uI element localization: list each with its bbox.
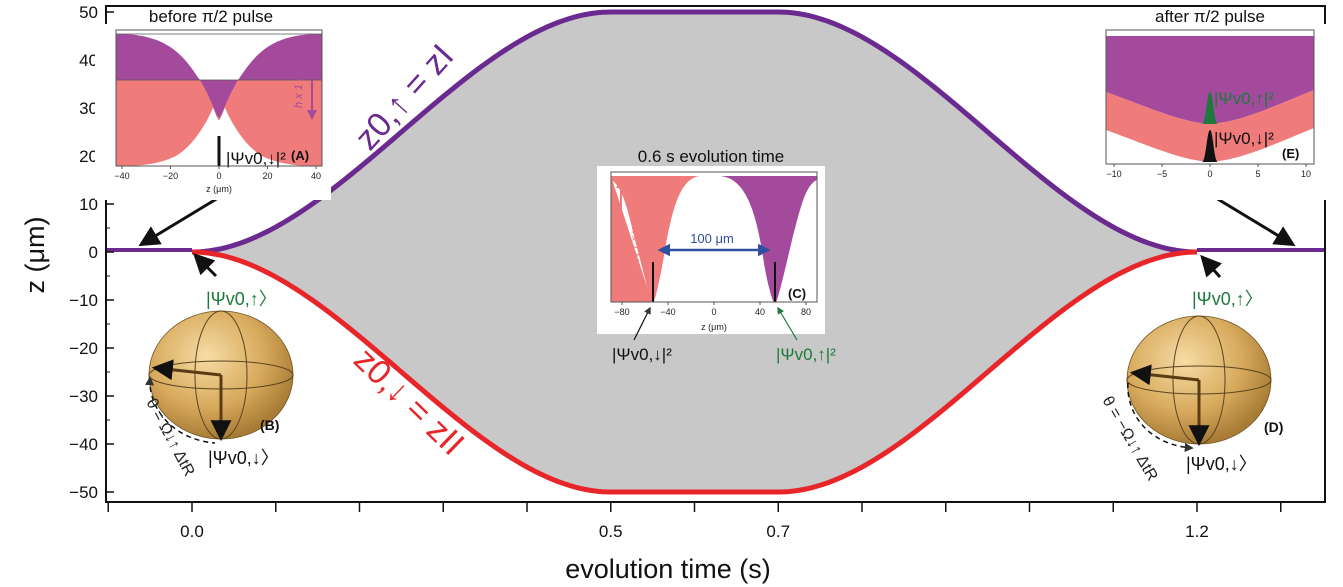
x-axis-ticks: 0.0 0.5 0.7 1.2: [107, 502, 1282, 541]
y-tick-label: −40: [69, 435, 98, 454]
inset-tick-label: −80: [614, 307, 629, 317]
arrow-to-end: [1215, 196, 1296, 247]
inset-a-arrow-label-down: h x 1 MHz: [137, 92, 149, 142]
sphere-d-rotation-arc: [1127, 382, 1194, 452]
inset-c-arrow-label: h x 1 MHz: [629, 228, 640, 273]
sphere-b-tag: (B): [260, 417, 279, 433]
inset-a-state-label: |Ψv0,↓|²: [226, 149, 286, 168]
x-tick-label: 1.2: [1185, 522, 1209, 541]
inset-e-upper-band: [1106, 36, 1314, 124]
inset-tick-label: −20: [163, 171, 178, 181]
inset-e-down-label: |Ψv0,↓|²: [1214, 129, 1274, 148]
y-tick-label: 0: [89, 243, 98, 262]
inset-c-x-ticks: −80 −40 0 40 80: [614, 302, 811, 317]
inset-tick-label: −40: [114, 171, 129, 181]
upper-trajectory-line: [191, 9, 1198, 255]
y-tick-label: 20: [79, 147, 98, 166]
inset-e-title: after π/2 pulse: [1155, 7, 1265, 26]
inset-e-tag: (E): [1282, 146, 1299, 161]
inset-tick-label: 80: [801, 307, 811, 317]
x-tick-label: 0.7: [766, 522, 790, 541]
inset-tick-label: 20: [262, 171, 272, 181]
x-tick-label: 0.5: [599, 522, 623, 541]
sphere-d-up-label: |Ψv0,↑〉: [1192, 289, 1263, 309]
sphere-b-up-label: |Ψv0,↑〉: [206, 289, 277, 309]
inset-e-up-label: |Ψv0,↑|²: [1214, 89, 1274, 108]
y-axis-label: z (μm): [20, 216, 50, 293]
y-tick-label: −20: [69, 339, 98, 358]
sphere-b-arrow-horizontal: [151, 359, 222, 381]
inset-tick-label: −5: [1157, 169, 1167, 179]
inset-tick-label: 40: [755, 307, 765, 317]
inset-c-xlabel: z (μm): [701, 322, 727, 332]
sphere-b-rotation-arc: [145, 376, 216, 444]
inset-a-x-ticks: −40 −20 0 20 40: [114, 166, 321, 181]
lower-trajectory-line: [191, 249, 1198, 495]
inset-tick-label: −40: [660, 307, 675, 317]
y-tick-label: 30: [79, 99, 98, 118]
inset-a-tag: (A): [291, 148, 309, 163]
y-tick-label: 50: [79, 3, 98, 22]
inset-c-left-state-label: |Ψv0,↓|²: [612, 345, 672, 364]
inset-tick-label: 0: [216, 171, 221, 181]
inset-e-down-wavefunction: [1202, 130, 1218, 162]
inset-tick-label: −10: [1106, 169, 1121, 179]
inset-c-right-state-label: |Ψv0,↑|²: [776, 345, 836, 364]
y-tick-label: −30: [69, 387, 98, 406]
inset-c-left-well: [611, 176, 700, 302]
inset-a-lower-potential: [116, 80, 322, 166]
x-tick-label: 0.0: [180, 522, 204, 541]
bloch-sphere-d: |Ψv0,↑〉 |Ψv0,↓〉 θ = −Ω↓↑ ΔtR (D): [1099, 289, 1284, 484]
inset-c-left-pointer: [633, 306, 651, 341]
inset-c-right-well: [720, 176, 817, 302]
x-axis-label: evolution time (s): [565, 554, 771, 584]
inset-a-upper-potential: [116, 34, 322, 120]
inset-c: 0.6 s evolution time 100 μm h x 1 MHz (C…: [597, 147, 836, 364]
plot-frame: [105, 5, 1326, 503]
inset-e-up-wavefunction: [1202, 92, 1218, 124]
inset-c-separation-label: 100 μm: [690, 231, 734, 246]
inset-a-inner-well: [200, 80, 238, 118]
inset-e-x-ticks: −10 −5 0 5 10: [1106, 164, 1311, 179]
inset-a-arrow-label-up: h x 1 MHz: [293, 58, 305, 108]
inset-a-xlabel: z (μm): [206, 184, 232, 194]
inset-c-right-pointer: [777, 306, 798, 341]
sphere-d-tag: (D): [1264, 419, 1283, 435]
inset-e: after π/2 pulse |Ψv0,↑|² |Ψv0,↓|² (E) −1…: [1092, 7, 1328, 200]
sphere-d-down-label: |Ψv0,↓〉: [1186, 454, 1257, 474]
arrow-start-point: [193, 253, 218, 278]
y-axis-ticks: 50 40 30 20 10 0 −10 −20 −30 −40 −50: [69, 3, 114, 502]
inset-a: before π/2 pulse h x 1 MHz h x 1 MHz |Ψv…: [95, 7, 331, 200]
inset-c-tag: (C): [788, 286, 806, 301]
arrow-to-start: [138, 196, 219, 247]
inset-tick-label: 0: [1207, 169, 1212, 179]
inset-tick-label: 5: [1255, 169, 1260, 179]
sphere-d-arrow-horizontal: [1129, 364, 1200, 386]
arrow-end-point: [1200, 254, 1223, 279]
inset-c-title: 0.6 s evolution time: [638, 147, 784, 166]
inset-e-lower-band: [1106, 90, 1314, 162]
y-tick-label: 10: [79, 195, 98, 214]
sphere-b-down-label: |Ψv0,↓〉: [208, 448, 279, 468]
inset-tick-label: 10: [1301, 169, 1311, 179]
bloch-sphere-b: |Ψv0,↑〉 |Ψv0,↓〉 θ = Ω↓↑ ΔtR (B): [142, 289, 294, 479]
y-tick-label: 40: [79, 51, 98, 70]
inset-a-title: before π/2 pulse: [149, 7, 273, 26]
inset-tick-label: 40: [311, 171, 321, 181]
y-tick-label: −10: [69, 291, 98, 310]
inset-tick-label: 0: [711, 307, 716, 317]
y-tick-label: −50: [69, 483, 98, 502]
